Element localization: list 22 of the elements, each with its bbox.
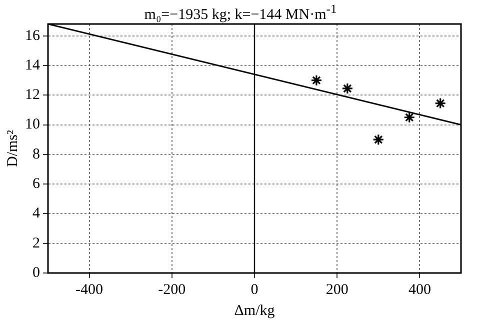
y-tick-label: 8 bbox=[32, 146, 40, 162]
x-tick-label: -200 bbox=[158, 282, 186, 298]
x-tick-label: -400 bbox=[76, 282, 104, 298]
point bbox=[372, 134, 384, 146]
y-axis-title: D/ms² bbox=[4, 130, 21, 168]
y-tick-label: 14 bbox=[25, 57, 40, 74]
x-tick-label: 0 bbox=[250, 282, 258, 298]
y-tick-label: 10 bbox=[25, 116, 40, 133]
point bbox=[434, 97, 446, 110]
y-tick-label: 4 bbox=[32, 206, 40, 222]
x-tick-label: 400 bbox=[408, 282, 431, 298]
y-tick-label: 0 bbox=[32, 264, 40, 281]
y-tick-label: 12 bbox=[25, 87, 40, 104]
point bbox=[310, 74, 322, 86]
y-tick-label: 6 bbox=[32, 176, 40, 192]
x-tick-label: 200 bbox=[326, 282, 348, 298]
x-axis-title: Δm/kg bbox=[234, 302, 276, 319]
y-tick-label: 16 bbox=[25, 28, 40, 44]
y-tick-label: 2 bbox=[32, 235, 40, 252]
chart-title: m₀=−1935 kg; k=−144 MN·m$^{-1}$ bbox=[143, 2, 338, 24]
point bbox=[404, 112, 416, 124]
point bbox=[342, 82, 354, 94]
